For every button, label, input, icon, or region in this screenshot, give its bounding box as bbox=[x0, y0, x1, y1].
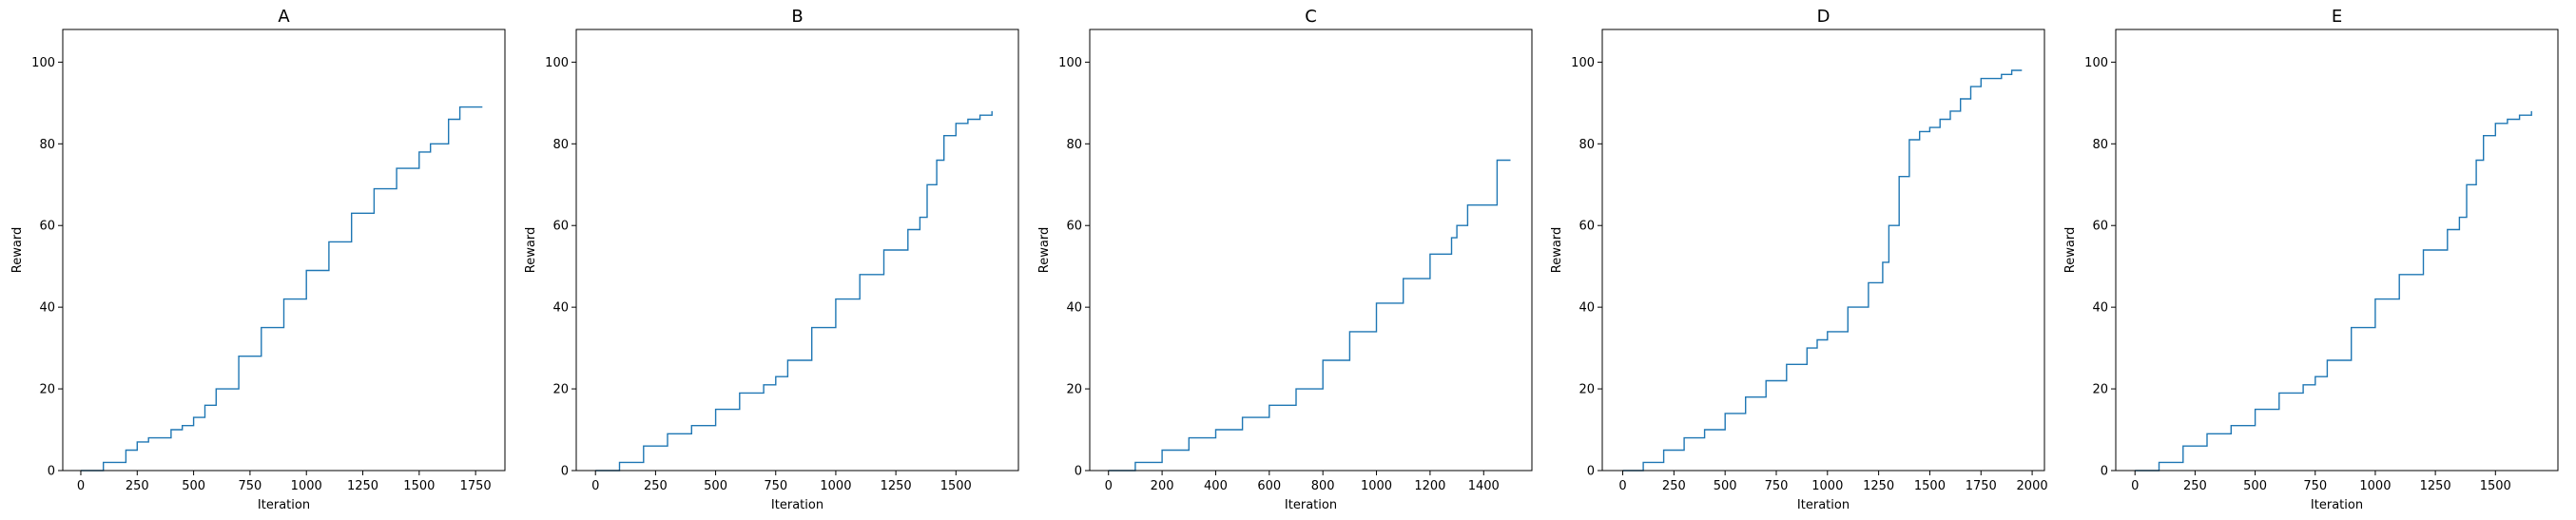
x-tick-label: 1250 bbox=[2420, 479, 2451, 493]
y-tick-label: 100 bbox=[2084, 56, 2108, 70]
x-tick-label: 1500 bbox=[1914, 479, 1946, 493]
x-tick-label: 250 bbox=[1662, 479, 1686, 493]
x-tick-label: 600 bbox=[1257, 479, 1281, 493]
plot-frame-E bbox=[2115, 29, 2559, 472]
y-axis-label: Reward bbox=[1550, 227, 1564, 273]
x-tick-label: 250 bbox=[126, 479, 149, 493]
x-tick-label: 1000 bbox=[820, 479, 851, 493]
y-tick-label: 100 bbox=[1571, 56, 1595, 70]
y-tick-label: 40 bbox=[39, 301, 55, 316]
plot-frame-A bbox=[62, 29, 506, 472]
series-line-B bbox=[595, 110, 993, 472]
y-axis-label: Reward bbox=[524, 227, 538, 273]
y-tick-label: 80 bbox=[2092, 138, 2108, 152]
y-tick-label: 20 bbox=[552, 383, 569, 397]
x-tick-label: 750 bbox=[1765, 479, 1789, 493]
x-tick-label: 750 bbox=[2303, 479, 2327, 493]
x-axis-label: Iteration bbox=[1285, 498, 1337, 512]
x-tick-label: 250 bbox=[644, 479, 668, 493]
x-tick-label: 500 bbox=[1714, 479, 1737, 493]
x-tick-label: 500 bbox=[2243, 479, 2267, 493]
chart-title: B bbox=[791, 7, 803, 27]
plot-frame-C bbox=[1089, 29, 1533, 472]
x-tick-label: 1400 bbox=[1468, 479, 1500, 493]
x-tick-label: 1250 bbox=[347, 479, 378, 493]
y-tick-label: 40 bbox=[1579, 301, 1595, 316]
y-tick-label: 60 bbox=[552, 220, 569, 234]
y-tick-label: 0 bbox=[1075, 465, 1082, 479]
y-tick-label: 80 bbox=[552, 138, 569, 152]
x-axis-label: Iteration bbox=[2311, 498, 2363, 512]
x-tick-label: 750 bbox=[238, 479, 261, 493]
y-tick-label: 0 bbox=[561, 465, 569, 479]
y-tick-label: 0 bbox=[1587, 465, 1595, 479]
y-tick-label: 40 bbox=[2092, 301, 2108, 316]
x-tick-label: 1200 bbox=[1414, 479, 1445, 493]
y-axis-label: Reward bbox=[1037, 227, 1052, 273]
chart-title: E bbox=[2332, 7, 2342, 27]
x-tick-label: 750 bbox=[764, 479, 787, 493]
chart-title: D bbox=[1817, 7, 1830, 27]
x-tick-label: 1000 bbox=[1361, 479, 1392, 493]
y-tick-label: 60 bbox=[39, 220, 55, 234]
y-tick-label: 20 bbox=[39, 383, 55, 397]
x-axis-label: Iteration bbox=[258, 498, 310, 512]
x-tick-label: 1000 bbox=[291, 479, 322, 493]
y-tick-label: 20 bbox=[2092, 383, 2108, 397]
x-tick-label: 2000 bbox=[2017, 479, 2048, 493]
x-tick-label: 0 bbox=[591, 479, 599, 493]
x-tick-label: 1500 bbox=[403, 479, 435, 493]
x-axis-label: Iteration bbox=[1797, 498, 1850, 512]
y-axis-label: Reward bbox=[2063, 227, 2078, 273]
y-tick-label: 60 bbox=[1066, 220, 1082, 234]
y-tick-label: 80 bbox=[1579, 138, 1595, 152]
y-tick-label: 100 bbox=[1058, 56, 1082, 70]
series-line-E bbox=[2135, 110, 2532, 472]
chart-title: C bbox=[1305, 7, 1317, 27]
y-tick-label: 80 bbox=[39, 138, 55, 152]
x-tick-label: 400 bbox=[1204, 479, 1228, 493]
y-tick-label: 60 bbox=[2092, 220, 2108, 234]
x-tick-label: 200 bbox=[1151, 479, 1174, 493]
y-tick-label: 40 bbox=[552, 301, 569, 316]
x-tick-label: 800 bbox=[1311, 479, 1335, 493]
y-tick-label: 0 bbox=[2101, 465, 2108, 479]
y-tick-label: 20 bbox=[1579, 383, 1595, 397]
y-tick-label: 0 bbox=[48, 465, 55, 479]
x-axis-label: Iteration bbox=[771, 498, 823, 512]
x-tick-label: 0 bbox=[1105, 479, 1113, 493]
chart-title: A bbox=[278, 7, 290, 27]
x-tick-label: 1000 bbox=[1811, 479, 1843, 493]
x-tick-label: 500 bbox=[182, 479, 205, 493]
series-line-D bbox=[1622, 69, 2023, 472]
y-tick-label: 80 bbox=[1066, 138, 1082, 152]
y-tick-label: 100 bbox=[31, 56, 55, 70]
x-tick-label: 1250 bbox=[1863, 479, 1894, 493]
plot-frame-B bbox=[575, 29, 1019, 472]
x-tick-label: 1750 bbox=[1966, 479, 1997, 493]
plot-frame-D bbox=[1601, 29, 2045, 472]
x-tick-label: 1750 bbox=[460, 479, 492, 493]
x-tick-label: 1250 bbox=[881, 479, 912, 493]
y-axis-label: Reward bbox=[10, 227, 25, 273]
x-tick-label: 500 bbox=[704, 479, 727, 493]
y-tick-label: 20 bbox=[1066, 383, 1082, 397]
x-tick-label: 0 bbox=[1618, 479, 1626, 493]
x-tick-label: 250 bbox=[2183, 479, 2207, 493]
x-tick-label: 0 bbox=[2131, 479, 2139, 493]
y-tick-label: 60 bbox=[1579, 220, 1595, 234]
x-tick-label: 1500 bbox=[940, 479, 972, 493]
series-line-A bbox=[81, 106, 483, 472]
x-tick-label: 1000 bbox=[2359, 479, 2391, 493]
y-tick-label: 100 bbox=[545, 56, 569, 70]
x-tick-label: 0 bbox=[77, 479, 85, 493]
y-tick-label: 40 bbox=[1066, 301, 1082, 316]
x-tick-label: 1500 bbox=[2480, 479, 2511, 493]
series-line-C bbox=[1108, 159, 1511, 472]
